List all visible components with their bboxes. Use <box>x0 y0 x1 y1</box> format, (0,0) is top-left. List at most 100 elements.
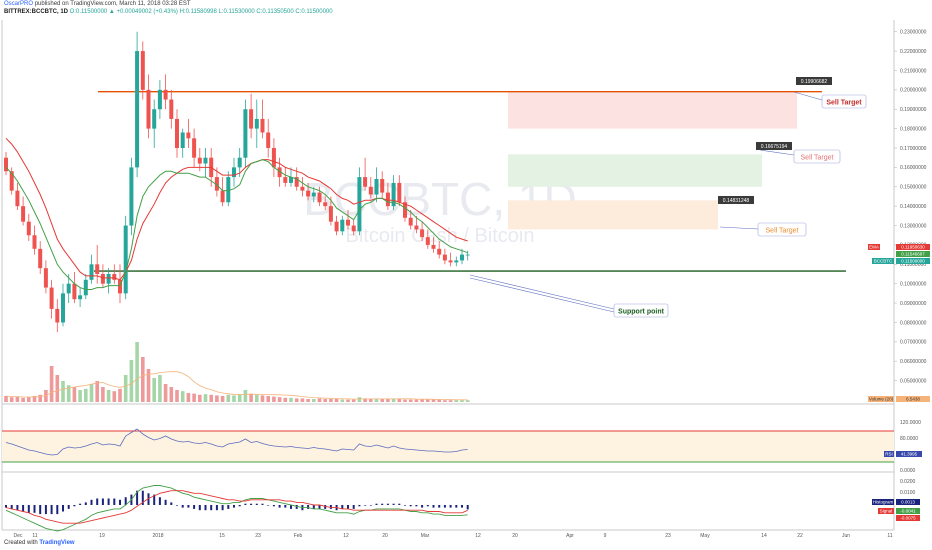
author-name[interactable]: OscarPRO <box>4 1 34 7</box>
candle-body-3 <box>21 206 26 222</box>
histogram-bar-2 <box>16 505 19 511</box>
callout-sell-target-3[interactable] <box>757 222 807 237</box>
volume-bar-56 <box>323 399 327 402</box>
target-zone-2[interactable] <box>508 154 762 187</box>
target-zone-3[interactable] <box>508 200 718 230</box>
candle-42 <box>243 99 248 168</box>
candle-body-15 <box>89 264 94 280</box>
tradingview-logo[interactable]: TradingView <box>39 540 75 546</box>
time-label-6: Feb <box>294 533 303 539</box>
candle-59 <box>340 215 345 236</box>
histogram-bar-48 <box>278 505 281 508</box>
price-tick-label-15: 0.08000000 <box>900 320 927 326</box>
volume-bar-81 <box>465 400 470 402</box>
callout-sell-target-1-text: Sell Target <box>826 100 862 107</box>
histogram-bar-40 <box>233 505 235 508</box>
time-label-12: Apr <box>566 533 574 539</box>
histogram-bar-11 <box>67 505 70 509</box>
time-axis[interactable]: Dec 11 19 2018 15 23 Feb 12 20 Mar 12 20 Apr 9 23 May 14… <box>14 533 893 539</box>
histogram-bar-15 <box>90 499 93 505</box>
histogram-bar-61 <box>352 505 355 509</box>
histogram-bar-18 <box>107 498 110 505</box>
candle-body-65 <box>374 179 379 195</box>
price-tick-label-1: 0.22000000 <box>900 49 927 55</box>
callout-sell-target-2[interactable] <box>793 149 841 164</box>
candle-body-66 <box>380 179 385 193</box>
level-tag-1: 0.19906682 <box>796 77 832 85</box>
histogram-bar-67 <box>386 503 389 505</box>
rsi-tick-0: 0.0000 <box>900 468 916 474</box>
time-label-13: 9 <box>604 533 607 539</box>
price-tick-label-17: 0.06000000 <box>900 359 927 365</box>
callout-support-point[interactable] <box>613 303 669 318</box>
target-zone-1[interactable] <box>508 91 797 129</box>
candle-body-11 <box>66 283 71 294</box>
candle-45 <box>260 99 265 139</box>
price-axis[interactable]: 0.23000000 0.22000000 0.21000000 0.20000000… <box>894 29 927 384</box>
histogram-bar-69 <box>398 503 401 505</box>
histogram-bar-55 <box>318 505 321 509</box>
histogram-bar-59 <box>341 505 344 509</box>
candle-body-62 <box>357 177 362 232</box>
candle-body-31 <box>180 132 185 148</box>
publish-info: OscarPRO published on TradingView.com, M… <box>4 1 191 7</box>
macd-signal-name: Signal <box>880 509 893 514</box>
time-label-11: 20 <box>512 533 518 539</box>
time-label-7: 12 <box>343 533 349 539</box>
candle-6 <box>38 241 43 274</box>
candle-70 <box>403 196 407 222</box>
histogram-bar-8 <box>50 505 53 515</box>
candle-body-73 <box>420 229 425 238</box>
price-label-last: BCCBTC 0.11500000 <box>872 258 930 264</box>
volume-bar-31 <box>180 391 185 402</box>
volume-ma-line <box>5 371 468 401</box>
volume-bar-80 <box>460 400 464 402</box>
rsi-label-value: 41.3995 <box>901 452 918 457</box>
histogram-bar-35 <box>204 505 207 511</box>
volume-bar-32 <box>186 393 191 402</box>
volume-bar-57 <box>329 399 333 402</box>
candle-body-57 <box>328 206 333 222</box>
level-tag-3-text: 0.14831248 <box>723 198 750 204</box>
volume-bar-1 <box>9 397 14 402</box>
volume-bar-75 <box>431 399 436 402</box>
candle-body-60 <box>346 219 350 226</box>
price-label-ema-value: 0.11950630 <box>901 245 925 250</box>
volume-bar-29 <box>169 387 174 402</box>
histogram-bar-78 <box>449 505 452 508</box>
candle-22 <box>129 157 134 236</box>
time-label-18: Jun <box>842 533 850 539</box>
histogram-bar-80 <box>461 505 463 508</box>
histogram-bar-3 <box>22 505 25 512</box>
candle-body-43 <box>249 109 254 129</box>
volume-bar-43 <box>249 393 253 402</box>
candle-body-27 <box>157 89 162 110</box>
candle-77 <box>442 248 447 265</box>
candle-body-78 <box>448 260 453 263</box>
macd-line <box>5 485 468 532</box>
candle-body-72 <box>414 225 419 230</box>
histogram-bar-13 <box>79 503 82 505</box>
histogram-bar-44 <box>255 503 258 505</box>
volume-bar-45 <box>260 395 265 402</box>
histogram-bar-21 <box>124 497 127 505</box>
candle-69 <box>397 175 402 207</box>
histogram-bar-33 <box>193 505 196 509</box>
callout-connector-2 <box>759 149 795 156</box>
histogram-bar-37 <box>215 505 218 511</box>
histogram-bar-73 <box>421 505 424 508</box>
candle-30 <box>175 109 179 158</box>
volume-bar-63 <box>363 398 367 402</box>
candle-25 <box>146 74 151 139</box>
candle-15 <box>89 254 94 284</box>
level-tag-3: 0.14831248 <box>718 196 754 204</box>
volume-bar-3 <box>21 397 25 402</box>
volume-bar-36 <box>209 394 213 402</box>
candle-26 <box>152 99 157 148</box>
time-label-19: 11 <box>887 533 892 539</box>
callout-sell-target-1[interactable] <box>821 94 867 109</box>
macd-histogram-name: Histogram <box>873 500 894 505</box>
candle-79 <box>454 256 459 267</box>
volume-bar-47 <box>272 396 276 402</box>
